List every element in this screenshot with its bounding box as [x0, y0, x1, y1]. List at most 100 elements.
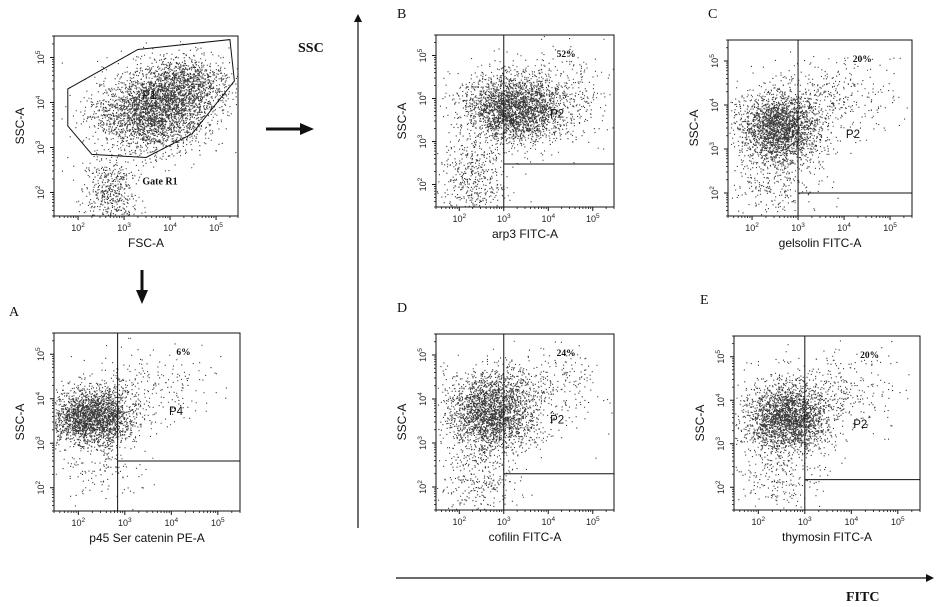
y-tick-label: 103 [709, 142, 720, 156]
axis-ticks [50, 35, 239, 220]
axis-ticks [730, 335, 921, 514]
x-tick-label: 105 [883, 222, 897, 233]
y-tick-label: 104 [417, 392, 428, 406]
gate-polygon [67, 39, 235, 159]
percent-label: 20% [860, 351, 879, 361]
panel-C: C P2 20% 102 103 104 105 102 103 104 105 gelsolin F… [687, 7, 913, 250]
panel-letter-C: C [708, 7, 717, 22]
y-tick-label: 103 [417, 436, 428, 450]
panel-gate: P1 Gate R1 102 103 104 105 102 103 104 105 FSC-A SS… [13, 35, 239, 250]
panel-letter-D: D [397, 301, 407, 316]
y-tick-label: 103 [35, 140, 46, 154]
panel-letter-B: B [397, 7, 406, 22]
panel-B: B P2 52% 102 103 104 105 102 103 104 105 arp3 FITC-… [395, 7, 615, 241]
y-tick-label: 103 [715, 437, 726, 451]
scatter-points [61, 41, 239, 216]
event-dots [729, 51, 908, 216]
y-tick-label: 103 [417, 134, 428, 148]
x-tick-label: 102 [751, 516, 765, 527]
x-axis-label: gelsolin FITC-A [779, 236, 862, 250]
scatter-points [436, 36, 614, 208]
y-tick-label: 104 [709, 98, 720, 112]
x-axis-label: arp3 FITC-A [492, 227, 558, 241]
percent-label: 52% [557, 50, 576, 60]
x-tick-label: 104 [541, 516, 555, 527]
x-tick-label: 104 [541, 213, 555, 224]
x-tick-label: 103 [497, 213, 511, 224]
x-tick-label: 104 [164, 517, 178, 528]
x-tick-label: 102 [71, 517, 85, 528]
gate-name-label: P2 [853, 419, 867, 431]
axis-ticks [724, 39, 913, 220]
gate-name-label: P4 [169, 406, 184, 418]
x-axis-label: cofilin FITC-A [489, 530, 562, 544]
event-dots [61, 41, 239, 216]
panel-D: D P2 24% 102 103 104 105 102 103 104 105 cofilin FI… [395, 301, 615, 544]
y-axis-label: SSC-A [13, 404, 27, 441]
event-dots [437, 340, 613, 510]
y-tick-label: 104 [35, 95, 46, 109]
y-tick-label: 105 [417, 348, 428, 362]
x-tick-label: 103 [117, 222, 131, 233]
x-tick-label: 104 [163, 222, 177, 233]
axis-ticks [432, 34, 615, 211]
scatter-points [55, 337, 227, 512]
y-axis-label: SSC-A [395, 103, 409, 140]
x-tick-label: 105 [586, 516, 600, 527]
x-tick-label: 105 [209, 222, 223, 233]
panel-E: E P2 20% 102 103 104 105 102 103 104 105 thymosin F… [693, 293, 921, 544]
y-tick-label: 104 [35, 392, 46, 406]
fitc-axis-label: FITC [846, 590, 879, 605]
panels: P1 Gate R1 102 103 104 105 102 103 104 105 FSC-A SS… [9, 7, 921, 545]
scatter-points [729, 51, 908, 216]
event-dots [436, 36, 614, 208]
y-tick-label: 104 [417, 91, 428, 105]
y-tick-label: 102 [709, 186, 720, 200]
x-tick-label: 104 [837, 222, 851, 233]
event-dots [55, 337, 227, 512]
ssc-axis-label: SSC [298, 41, 324, 56]
y-tick-label: 103 [35, 436, 46, 450]
x-axis-label: p45 Ser catenin PE-A [89, 531, 204, 545]
x-tick-label: 102 [71, 222, 85, 233]
gate-name-label: P2 [550, 109, 564, 121]
gate-name-label: P2 [846, 129, 860, 141]
x-tick-label: 103 [791, 222, 805, 233]
scatter-points [437, 340, 613, 510]
plot-frame [435, 333, 615, 511]
x-axis-label: FSC-A [128, 236, 164, 250]
x-tick-label: 102 [452, 213, 466, 224]
y-tick-label: 105 [709, 54, 720, 68]
y-axis-label: SSC-A [13, 108, 27, 145]
gate-name-label: P1 [142, 90, 156, 102]
axis-ticks [432, 333, 615, 514]
x-tick-label: 103 [798, 516, 812, 527]
y-axis-label: SSC-A [395, 404, 409, 441]
x-tick-label: 103 [118, 517, 132, 528]
scatter-points [735, 340, 910, 509]
percent-label: 24% [557, 349, 576, 359]
percent-label: 20% [853, 55, 872, 65]
x-tick-label: 105 [211, 517, 225, 528]
y-axis-label: SSC-A [693, 405, 707, 442]
y-tick-label: 105 [417, 48, 428, 62]
y-tick-label: 102 [417, 480, 428, 494]
y-tick-label: 105 [715, 350, 726, 364]
x-tick-label: 102 [745, 222, 759, 233]
x-tick-label: 104 [844, 516, 858, 527]
y-tick-label: 105 [35, 50, 46, 64]
y-axis-label: SSC-A [687, 110, 701, 147]
gate-name-label: P2 [550, 414, 564, 426]
event-dots [735, 340, 910, 509]
y-tick-label: 102 [417, 177, 428, 191]
gate-note-label: Gate R1 [142, 177, 177, 188]
y-tick-label: 105 [35, 347, 46, 361]
panel-letter-A: A [9, 305, 20, 320]
gate-to-panels-arrowhead [300, 123, 314, 135]
y-tick-label: 102 [35, 481, 46, 495]
y-tick-label: 104 [715, 393, 726, 407]
y-tick-label: 102 [715, 480, 726, 494]
y-tick-label: 102 [35, 185, 46, 199]
gate-to-panel-a-arrowhead [136, 290, 148, 304]
